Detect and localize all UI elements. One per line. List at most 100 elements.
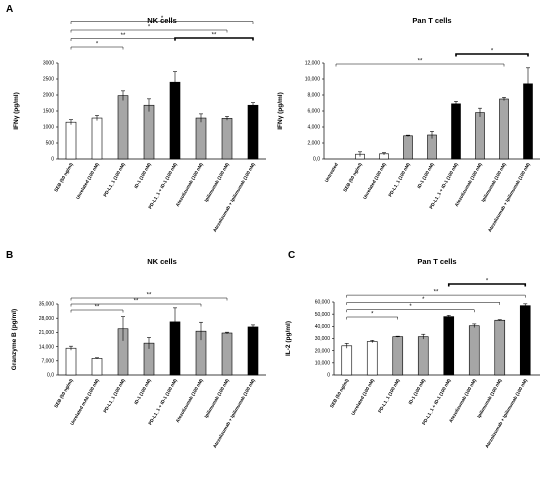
bar [65, 347, 77, 376]
x-tick-label: Atezolizumab (100 nM) [175, 162, 204, 208]
y-axis-label: IL-2 (pg/ml) [285, 321, 292, 356]
panel-letter: C [288, 250, 295, 261]
significance-label: ** [212, 33, 217, 39]
significance-bracket [70, 21, 254, 24]
y-tick-label: 35,000 [39, 302, 55, 308]
y-tick-label: 4,000 [307, 125, 320, 131]
x-tick-label: ID-1 (100 nM) [407, 378, 426, 406]
x-tick-label: Ipilimumab (100 nM) [203, 162, 230, 203]
x-tick-label: PD-L1_1 + ID-1 (100 nM) [421, 378, 452, 426]
x-tick-label: Atezolizumab (100 nM) [454, 162, 483, 208]
significance-label: * [422, 297, 425, 303]
significance-bracket [346, 316, 398, 320]
x-tick-label: Ipilimumab (100 nM) [480, 162, 507, 203]
y-tick-label: 40,000 [315, 324, 331, 330]
chart-title: Pan T cells [417, 257, 456, 266]
significance-label: * [96, 42, 99, 48]
y-tick-label: 0 [327, 373, 330, 379]
significance-bracket [455, 53, 529, 57]
y-tick-label: 50,000 [315, 312, 331, 318]
x-tick-label: Ipilimumab (100 nM) [476, 378, 503, 419]
panel-letter: B [6, 250, 13, 261]
bar [494, 319, 506, 376]
bar [247, 326, 259, 376]
bar [117, 95, 129, 160]
y-tick-label: 0 [51, 157, 54, 163]
significance-bracket [346, 309, 475, 313]
y-tick-label: 1000 [43, 125, 54, 131]
x-tick-label: Atezolizumab + Ipilimumab (100 nM) [487, 162, 531, 233]
x-tick-label: Untreated [324, 162, 339, 183]
x-tick-label: Unrelated (100 nM) [350, 378, 375, 416]
significance-label: ** [95, 305, 100, 311]
x-tick-label: SEB (50 ng/ml) [53, 378, 74, 409]
significance-label: * [409, 304, 412, 310]
y-axis-label: Granzyme B (pg/ml) [11, 309, 18, 370]
bar [169, 81, 181, 160]
x-tick-label: SEB (50 ng/ml) [53, 162, 74, 193]
significance-label: ** [134, 299, 139, 305]
bar [443, 316, 455, 376]
bar [65, 121, 77, 160]
y-axis-label: IFNγ (pg/ml) [277, 92, 284, 130]
bar [451, 103, 461, 160]
significance-label: ** [147, 293, 152, 299]
significance-label: * [371, 312, 374, 318]
x-tick-label: Atezolizumab (100 nM) [448, 378, 477, 424]
chart-panel-1: A NK cells IFNγ (pg/ml) 0 500 1000 1500 2000 250… [6, 4, 266, 233]
y-tick-label: 7,000 [41, 359, 54, 365]
significance-label: ** [434, 290, 439, 296]
x-tick-label: ID-1 (100 nM) [416, 162, 435, 190]
y-tick-label: 21,000 [39, 330, 55, 336]
significance-bracket [70, 46, 124, 50]
chart-panel-3: B NK cells Granzyme B (pg/ml) 0,0 7,000 14,00… [6, 250, 266, 449]
bar [519, 305, 531, 376]
y-tick-label: 10,000 [305, 77, 321, 83]
bar [417, 336, 429, 376]
x-tick-label: PD-L1_1 + ID-1 (100 nM) [147, 378, 178, 426]
y-tick-label: 3000 [43, 61, 54, 67]
chart-panel-4: C Pan T cells IL-2 (pg/ml) 0 10,000 20,000 30,… [285, 250, 540, 449]
significance-bracket [346, 302, 500, 305]
bar [341, 345, 353, 376]
bar [91, 117, 103, 160]
y-tick-label: 0,0 [47, 373, 54, 379]
panel-letter: A [6, 4, 13, 15]
significance-label: * [491, 49, 494, 55]
bar [91, 358, 103, 376]
chart-title: Pan T cells [412, 16, 451, 25]
x-tick-label: ID-1 (100 nM) [133, 378, 152, 406]
x-tick-label: SEB (50 ng/ml) [342, 162, 363, 193]
x-tick-label: PD-L1_1 + ID-1 (100 nM) [147, 162, 178, 210]
x-tick-label: Unrelated (100 nM) [75, 162, 100, 200]
y-tick-label: 2,000 [307, 141, 320, 147]
bar [392, 336, 404, 376]
chart-panel-2: Pan T cells IFNγ (pg/ml) 0,0 2,000 4,000 6,00… [277, 16, 540, 233]
x-tick-label: PD-L1_1 (100 nM) [377, 378, 401, 414]
chart-title: NK cells [147, 257, 177, 266]
y-tick-label: 60,000 [315, 300, 331, 306]
significance-bracket [70, 309, 124, 313]
bar [221, 332, 233, 376]
y-tick-label: 2000 [43, 93, 54, 99]
significance-bracket [346, 294, 526, 298]
y-tick-label: 500 [46, 141, 55, 147]
bar [475, 112, 485, 160]
x-tick-label: Atezolizumab (100 nM) [175, 378, 204, 424]
significance-label: * [161, 16, 164, 22]
chart-title: NK cells [147, 16, 177, 25]
y-tick-label: 14,000 [39, 344, 55, 350]
x-tick-label: ID-1 (100 nM) [133, 162, 152, 190]
bar [403, 135, 413, 160]
x-tick-label: Ipilimumab (100 nM) [203, 378, 230, 419]
y-tick-label: 20,000 [315, 348, 331, 354]
y-tick-label: 6,000 [307, 109, 320, 115]
bar [247, 104, 259, 160]
significance-bracket [70, 297, 228, 301]
bar [221, 118, 233, 160]
bar [468, 325, 480, 376]
y-tick-label: 28,000 [39, 316, 55, 322]
x-tick-label: PD-L1_1 (100 nM) [102, 162, 126, 198]
y-axis-label: IFNγ (pg/ml) [13, 92, 20, 130]
